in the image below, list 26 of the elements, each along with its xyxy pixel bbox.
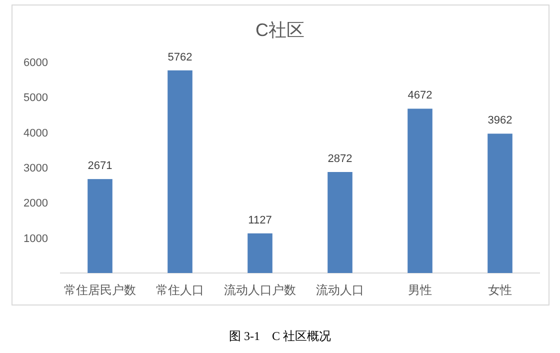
data-label: 2671 [88,160,112,172]
data-label: 3962 [488,114,512,127]
y-tick-label: 2000 [24,198,48,210]
x-tick-label: 常住居民户数 [64,283,136,297]
y-tick-label: 4000 [24,127,48,140]
chart-title: C社区 [256,20,304,40]
x-tick-label: 男性 [408,283,432,297]
y-tick-label: 1000 [24,232,48,245]
bar [168,70,192,273]
data-label: 5762 [168,51,192,64]
data-label: 2872 [328,153,352,165]
bar [328,172,352,273]
bar [248,233,272,273]
y-tick-label: 3000 [24,162,48,174]
caption: 图 3-1 C 社区概况 [229,329,331,343]
data-label: 1127 [248,214,272,226]
data-label: 4672 [408,90,432,102]
x-tick-label: 女性 [488,283,512,297]
bar [408,108,432,273]
x-tick-label: 流动人口户数 [224,283,296,297]
bar [88,179,112,273]
y-tick-label: 6000 [24,57,48,69]
bar [488,134,512,273]
x-tick-label: 常住人口 [156,283,204,297]
y-tick-label: 5000 [24,92,48,104]
x-tick-label: 流动人口 [316,283,364,297]
